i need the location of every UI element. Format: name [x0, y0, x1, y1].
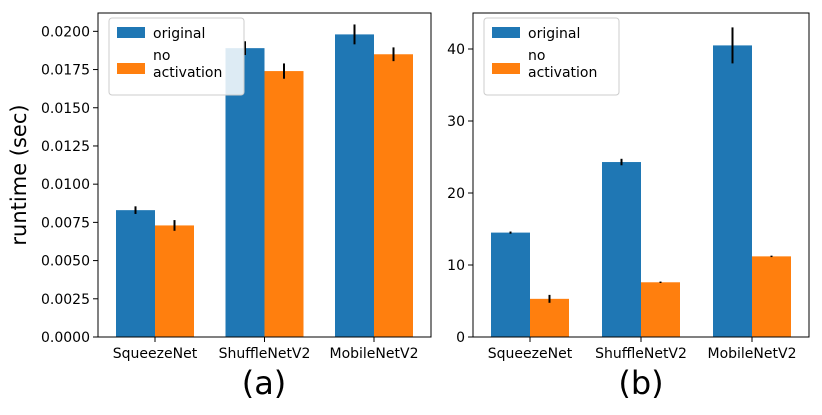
bar-a-no-activation-shufflenetv2 [264, 71, 304, 337]
y-tick-label: 30 [447, 114, 465, 130]
bar-a-no-activation-squeezenet [155, 225, 194, 337]
y-tick-label: 0.0050 [41, 254, 90, 270]
y-tick-label: 10 [447, 258, 465, 274]
y-tick-label: 20 [447, 186, 465, 202]
legend-swatch-original [492, 27, 520, 38]
legend-swatch-no-activation [492, 63, 520, 74]
bar-a-original-shufflenetv2 [225, 48, 265, 338]
y-tick-label: 0.0100 [41, 177, 90, 193]
legend-swatch-no-activation [117, 63, 145, 74]
y-tick-label: 40 [447, 42, 465, 58]
bar-b-original-mobilenetv2 [713, 45, 752, 338]
x-tick-label: ShuffleNetV2 [595, 346, 687, 362]
y-tick-label: 0.0200 [41, 24, 90, 40]
x-tick-label: ShuffleNetV2 [219, 346, 311, 362]
y-tick-label: 0.0000 [41, 330, 90, 346]
bar-b-original-shufflenetv2 [602, 162, 641, 337]
legend-label-original: original [528, 26, 580, 42]
y-axis-label: runtime (sec) [7, 104, 31, 245]
panel-label: (b) [618, 364, 663, 402]
x-tick-label: MobileNetV2 [330, 346, 419, 362]
legend-label-no-activation: no activation [153, 48, 222, 81]
y-tick-label: 0.0025 [41, 292, 90, 308]
bar-b-no-activation-squeezenet [530, 298, 569, 337]
bar-a-no-activation-mobilenetv2 [374, 54, 413, 337]
x-tick-label: SqueezeNet [488, 346, 573, 362]
legend-label-no-activation: no activation [528, 48, 597, 81]
bar-a-original-mobilenetv2 [335, 34, 374, 337]
x-tick-label: MobileNetV2 [708, 346, 797, 362]
bar-b-no-activation-mobilenetv2 [752, 256, 791, 337]
y-tick-label: 0.0175 [41, 63, 90, 79]
y-tick-label: 0.0150 [41, 101, 90, 117]
bar-a-original-squeezenet [116, 210, 155, 337]
y-tick-label: 0.0075 [41, 215, 90, 231]
bar-b-original-squeezenet [491, 232, 530, 337]
legend-label-original: original [153, 26, 205, 42]
x-tick-label: SqueezeNet [113, 346, 198, 362]
y-tick-label: 0 [456, 330, 465, 346]
bar-b-no-activation-shufflenetv2 [641, 282, 680, 337]
legend-swatch-original [117, 27, 145, 38]
panel-label: (a) [242, 364, 287, 402]
y-tick-label: 0.0125 [41, 139, 90, 155]
